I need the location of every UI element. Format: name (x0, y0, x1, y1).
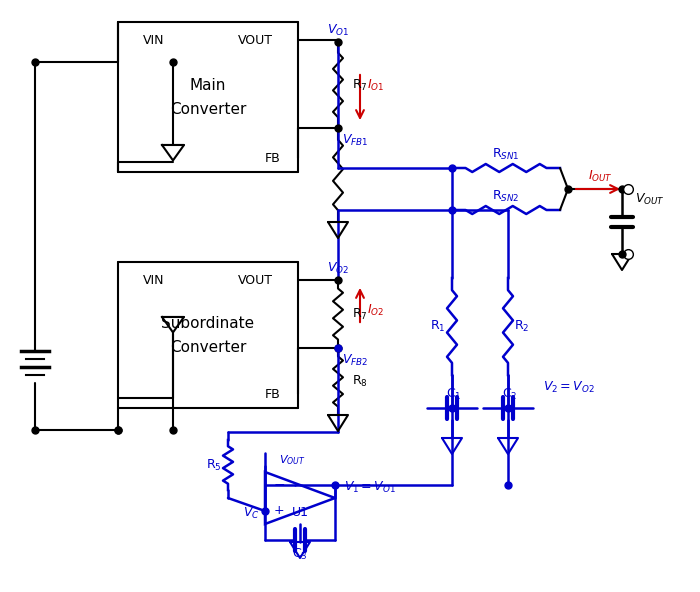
Text: $V_{O2}$: $V_{O2}$ (327, 260, 349, 275)
Text: +: + (274, 504, 284, 517)
Text: VOUT: VOUT (238, 34, 273, 47)
Text: R$_{SN2}$: R$_{SN2}$ (492, 188, 520, 204)
Text: $I_{O2}$: $I_{O2}$ (368, 303, 384, 317)
Text: R$_1$: R$_1$ (430, 318, 446, 333)
Text: $V_{FB1}$: $V_{FB1}$ (342, 133, 368, 147)
Text: $V_{OUT}$: $V_{OUT}$ (279, 453, 305, 467)
Text: U1: U1 (291, 506, 309, 519)
Text: R$_8$: R$_8$ (352, 374, 368, 388)
Text: R$_{SN1}$: R$_{SN1}$ (492, 146, 520, 162)
Text: Subordinate: Subordinate (162, 316, 255, 330)
Text: VOUT: VOUT (238, 274, 273, 287)
Text: C$_3$: C$_3$ (292, 546, 308, 562)
Text: $V_{FB2}$: $V_{FB2}$ (342, 352, 368, 368)
Text: VIN: VIN (143, 274, 164, 287)
Text: $V_{O1}$: $V_{O1}$ (327, 22, 349, 37)
Text: $V_C$: $V_C$ (243, 506, 259, 520)
Polygon shape (162, 145, 184, 160)
Text: R$_7$: R$_7$ (352, 78, 368, 92)
Text: $I_{OUT}$: $I_{OUT}$ (587, 169, 612, 184)
Text: FB: FB (265, 152, 280, 165)
Text: C$_2$: C$_2$ (503, 387, 518, 401)
Text: −: − (273, 478, 285, 492)
Text: R$_2$: R$_2$ (514, 318, 530, 333)
Text: $I_{O1}$: $I_{O1}$ (368, 78, 385, 92)
Text: R$_7$: R$_7$ (352, 307, 368, 321)
Text: Converter: Converter (170, 339, 246, 355)
Text: $V_{OUT}$: $V_{OUT}$ (635, 191, 665, 207)
Text: $V_2=V_{O2}$: $V_2=V_{O2}$ (543, 379, 595, 394)
Text: Converter: Converter (170, 101, 246, 117)
Text: C$_1$: C$_1$ (446, 387, 462, 401)
Text: Main: Main (190, 78, 226, 92)
Text: VIN: VIN (143, 34, 164, 47)
Text: $V_1=V_{O1}$: $V_1=V_{O1}$ (344, 480, 396, 494)
Text: R$_5$: R$_5$ (206, 458, 222, 472)
Polygon shape (162, 317, 184, 332)
Text: FB: FB (265, 388, 280, 401)
